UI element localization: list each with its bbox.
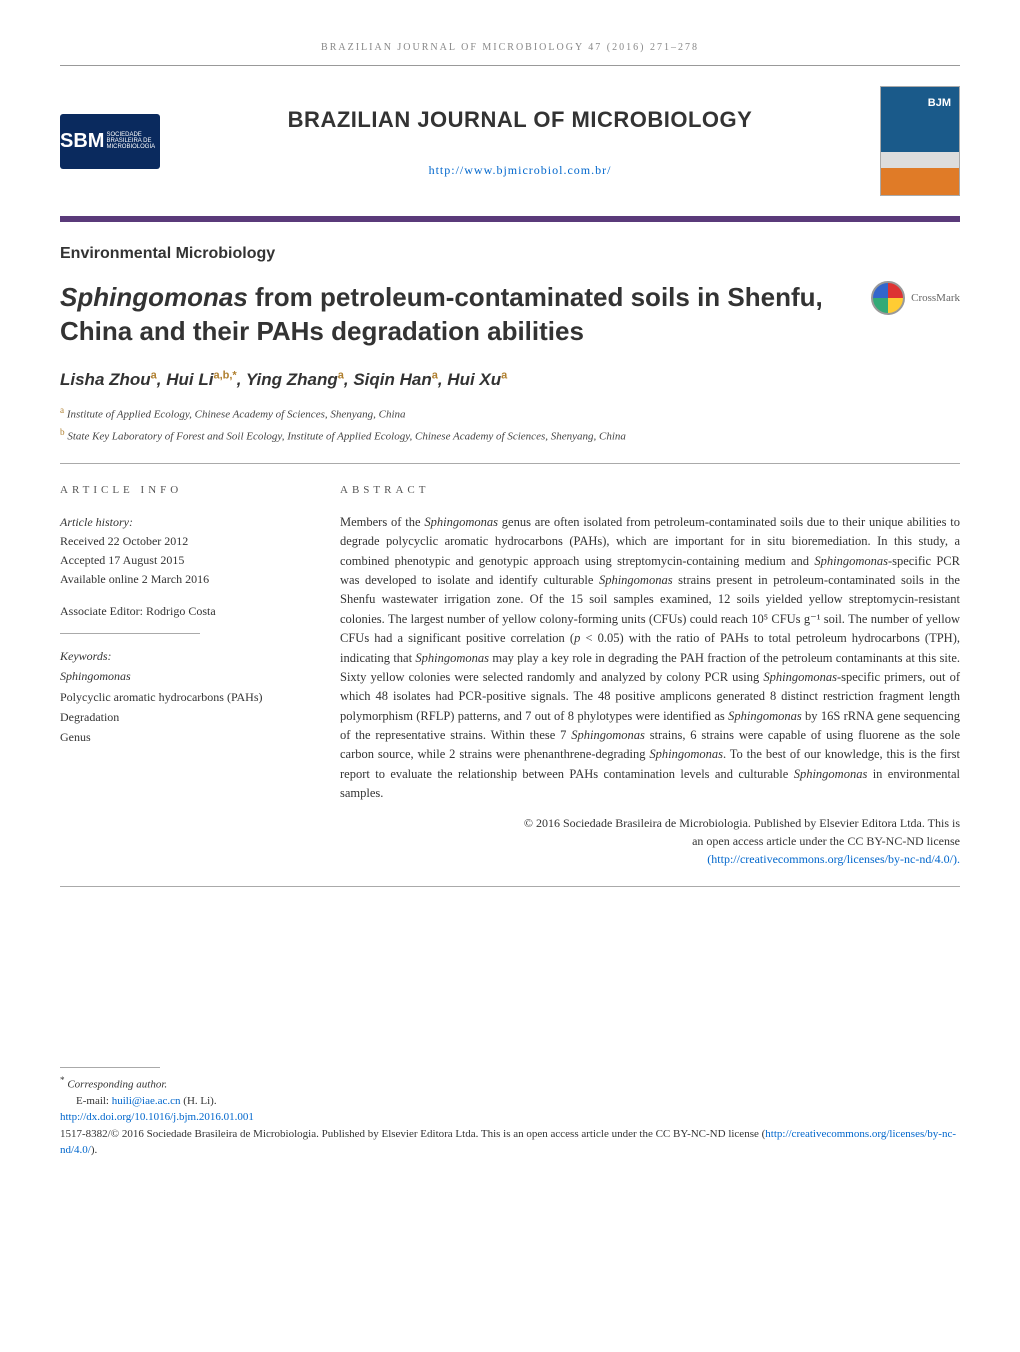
keyword: Degradation — [60, 707, 300, 727]
sbm-main: SBM — [60, 126, 104, 156]
keyword: Polycyclic aromatic hydrocarbons (PAHs) — [60, 687, 300, 707]
crossmark-icon — [871, 281, 905, 315]
journal-name: BRAZILIAN JOURNAL OF MICROBIOLOGY — [180, 103, 860, 136]
cover-text: BJM — [928, 95, 951, 112]
keyword: Genus — [60, 727, 300, 747]
associate-editor: Associate Editor: Rodrigo Costa — [60, 602, 300, 621]
license-link[interactable]: (http://creativecommons.org/licenses/by-… — [707, 852, 960, 866]
authors: Lisha Zhoua, Hui Lia,b,*, Ying Zhanga, S… — [60, 367, 960, 393]
thick-rule — [60, 216, 960, 222]
article-info-head: article info — [60, 482, 300, 499]
keyword: Sphingomonas — [60, 666, 300, 686]
abstract-text: Members of the Sphingomonas genus are of… — [340, 513, 960, 804]
footnote-rule — [60, 1067, 160, 1068]
running-head: brazilian journal of microbiology 47 (20… — [60, 40, 960, 55]
affiliation: b State Key Laboratory of Forest and Soi… — [60, 426, 960, 445]
sbm-sub: SOCIEDADE BRASILEIRA DE MICROBIOLOGIA — [106, 132, 160, 150]
email-label: E-mail: — [76, 1095, 112, 1107]
mid-rule-1 — [60, 463, 960, 464]
article-info-column: article info Article history: Received 2… — [60, 482, 300, 867]
footer: * Corresponding author. E-mail: huili@ia… — [60, 1067, 960, 1159]
journal-cover-thumbnail: BJM — [880, 86, 960, 196]
short-rule — [60, 633, 200, 634]
history-label: Article history: — [60, 513, 300, 532]
top-rule — [60, 65, 960, 66]
masthead: SBM SOCIEDADE BRASILEIRA DE MICROBIOLOGI… — [60, 86, 960, 196]
journal-block: BRAZILIAN JOURNAL OF MICROBIOLOGY http:/… — [180, 103, 860, 179]
article-title: Sphingomonas from petroleum-contaminated… — [60, 281, 851, 349]
affiliation: a Institute of Applied Ecology, Chinese … — [60, 404, 960, 423]
copyright-line-1: © 2016 Sociedade Brasileira de Microbiol… — [340, 814, 960, 832]
corresponding-author-label: Corresponding author. — [67, 1078, 167, 1090]
sbm-logo: SBM SOCIEDADE BRASILEIRA DE MICROBIOLOGI… — [60, 114, 160, 169]
online-date: Available online 2 March 2016 — [60, 570, 300, 589]
copyright-line-2: an open access article under the CC BY-N… — [340, 832, 960, 850]
abstract-column: abstract Members of the Sphingomonas gen… — [340, 482, 960, 867]
mid-rule-2 — [60, 886, 960, 887]
email-name: (H. Li). — [181, 1095, 217, 1107]
keywords-label: Keywords: — [60, 646, 300, 666]
section-label: Environmental Microbiology — [60, 242, 960, 266]
doi-link[interactable]: http://dx.doi.org/10.1016/j.bjm.2016.01.… — [60, 1109, 960, 1126]
issn-tail: ). — [91, 1144, 97, 1156]
crossmark-widget[interactable]: CrossMark — [871, 281, 960, 315]
title-genus: Sphingomonas — [60, 282, 248, 312]
crossmark-label: CrossMark — [911, 290, 960, 307]
issn-line: 1517-8382/© 2016 Sociedade Brasileira de… — [60, 1128, 765, 1140]
corresponding-email[interactable]: huili@iae.ac.cn — [112, 1095, 181, 1107]
abstract-head: abstract — [340, 482, 960, 499]
accepted-date: Accepted 17 August 2015 — [60, 551, 300, 570]
journal-url[interactable]: http://www.bjmicrobiol.com.br/ — [180, 161, 860, 179]
received-date: Received 22 October 2012 — [60, 532, 300, 551]
